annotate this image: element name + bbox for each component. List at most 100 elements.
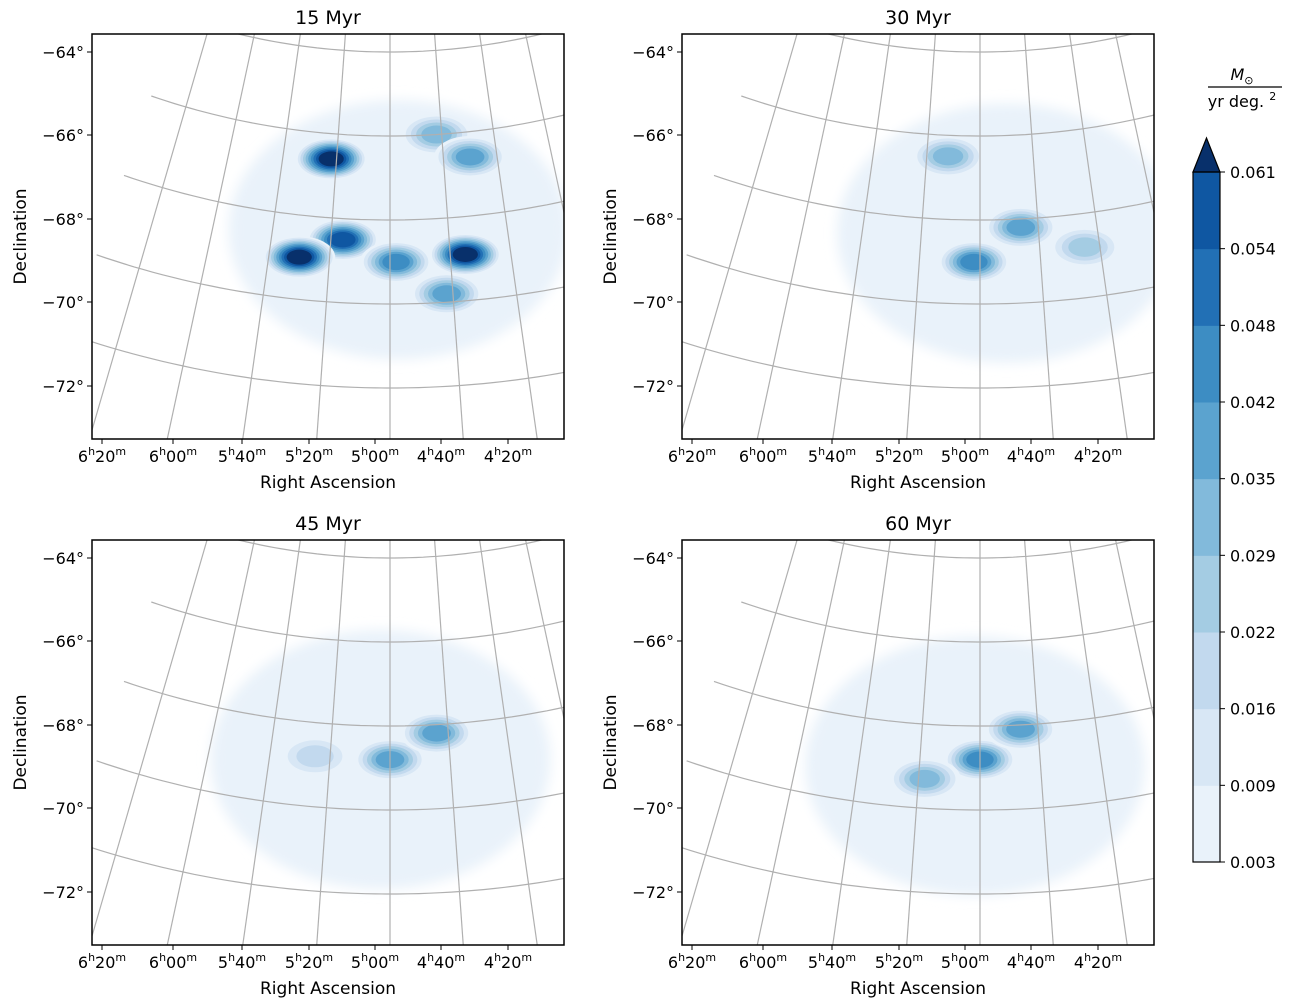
x-tick-label: 5h40m (808, 445, 856, 466)
y-tick-label: −66° (632, 126, 674, 145)
y-tick-label: −70° (632, 799, 674, 818)
density-contour (296, 745, 334, 768)
y-tick-label: −68° (42, 716, 84, 735)
x-tick-label: 4h40m (1007, 951, 1055, 972)
ra-gridline (92, 540, 208, 936)
ra-gridline (479, 540, 538, 945)
ra-gridline (756, 34, 846, 439)
density-contour (452, 246, 478, 262)
x-tick-label: 4h20m (484, 445, 532, 466)
density-contour (432, 285, 461, 303)
colorbar-tick-label: 0.003 (1230, 853, 1276, 872)
y-tick-label: −70° (42, 799, 84, 818)
y-tick-label: −64° (42, 549, 84, 568)
x-tick-label: 5h20m (285, 951, 333, 972)
dec-gridline (235, 540, 545, 559)
colorbar-segment (1193, 785, 1220, 863)
ra-gridline (1069, 540, 1128, 945)
density-contour (318, 151, 344, 167)
colorbar-label-denominator: yr deg. 2 (1208, 90, 1276, 111)
x-tick-label: 6h00m (739, 951, 787, 972)
colorbar-tick-label: 0.029 (1230, 546, 1276, 565)
dec-gridline (123, 174, 564, 221)
axes-frame (681, 539, 1155, 946)
dec-gridline (741, 601, 1154, 643)
ra-gridline (479, 34, 538, 439)
colorbar-segment (1193, 325, 1220, 403)
colorbar: 0.003 0.009 0.016 0.022 0.029 0.035 0.042 0.048… (1192, 65, 1282, 872)
panel-title: 45 Myr (295, 513, 361, 535)
x-tick-label: 5h00m (351, 951, 399, 972)
dec-gridline (151, 601, 564, 643)
colorbar-segment (1193, 708, 1220, 786)
colorbar-segment (1193, 402, 1220, 480)
dec-gridline (92, 341, 564, 389)
ra-gridline (316, 34, 347, 439)
dec-gridline (686, 760, 1154, 811)
ra-gridline (1023, 34, 1054, 439)
panel-title: 15 Myr (295, 7, 361, 29)
dec-gridline (682, 341, 1154, 389)
density-contour (1068, 237, 1102, 257)
x-tick-label: 6h20m (668, 951, 716, 972)
x-tick-label: 5h40m (218, 445, 266, 466)
y-tick-label: −68° (42, 210, 84, 229)
y-tick-label: −70° (632, 293, 674, 312)
density-background (228, 100, 564, 360)
y-tick-label: −72° (42, 377, 84, 396)
y-tick-label: −66° (632, 632, 674, 651)
dec-gridline (682, 847, 1154, 895)
density-contour (422, 724, 451, 742)
ra-gridline (166, 34, 256, 439)
y-axis-label: Declination (601, 188, 621, 284)
dec-gridline (92, 847, 564, 895)
panel-title: 30 Myr (885, 7, 951, 29)
x-tick-label: 4h40m (417, 951, 465, 972)
density-contour (329, 231, 356, 248)
ra-gridline (682, 540, 798, 936)
density-contour (382, 253, 410, 271)
ra-gridline (242, 34, 301, 439)
ra-gridline (832, 34, 891, 439)
colorbar-segment (1193, 478, 1220, 556)
ra-gridline (316, 540, 347, 945)
x-axis-label: Right Ascension (850, 979, 986, 999)
y-tick-label: −70° (42, 293, 84, 312)
density-contour (286, 249, 312, 265)
y-tick-label: −68° (632, 716, 674, 735)
density-contour (909, 769, 940, 788)
colorbar-tick-label: 0.022 (1230, 623, 1276, 642)
x-tick-label: 5h20m (285, 445, 333, 466)
colorbar-tick-label: 0.061 (1230, 163, 1276, 182)
density-contour (1006, 218, 1036, 236)
x-tick-label: 4h40m (417, 445, 465, 466)
colorbar-segment (1193, 555, 1220, 633)
y-axis-label: Declination (11, 694, 31, 790)
ra-gridline (242, 540, 301, 945)
y-tick-label: −64° (632, 549, 674, 568)
y-tick-label: −72° (632, 883, 674, 902)
density-contour (932, 147, 964, 166)
x-tick-label: 4h20m (484, 951, 532, 972)
colorbar-tick-label: 0.048 (1230, 316, 1276, 335)
x-tick-label: 6h20m (78, 951, 126, 972)
x-tick-label: 6h00m (149, 951, 197, 972)
y-tick-label: −66° (42, 632, 84, 651)
ra-gridline (433, 34, 464, 439)
colorbar-tick-label: 0.042 (1230, 393, 1276, 412)
panel-title: 60 Myr (885, 513, 951, 535)
dec-gridline (96, 254, 564, 305)
dec-gridline (235, 34, 545, 53)
x-tick-label: 5h40m (218, 951, 266, 972)
ra-gridline (906, 540, 937, 945)
ra-gridline (682, 34, 798, 430)
x-tick-label: 5h20m (875, 445, 923, 466)
ra-gridline (92, 34, 208, 430)
colorbar-extend-arrow (1192, 136, 1221, 173)
density-field (228, 100, 564, 360)
colorbar-tick-label: 0.009 (1230, 776, 1276, 795)
y-tick-label: −64° (42, 43, 84, 62)
dec-gridline (741, 95, 1154, 137)
y-tick-label: −64° (632, 43, 674, 62)
x-tick-label: 5h00m (351, 445, 399, 466)
